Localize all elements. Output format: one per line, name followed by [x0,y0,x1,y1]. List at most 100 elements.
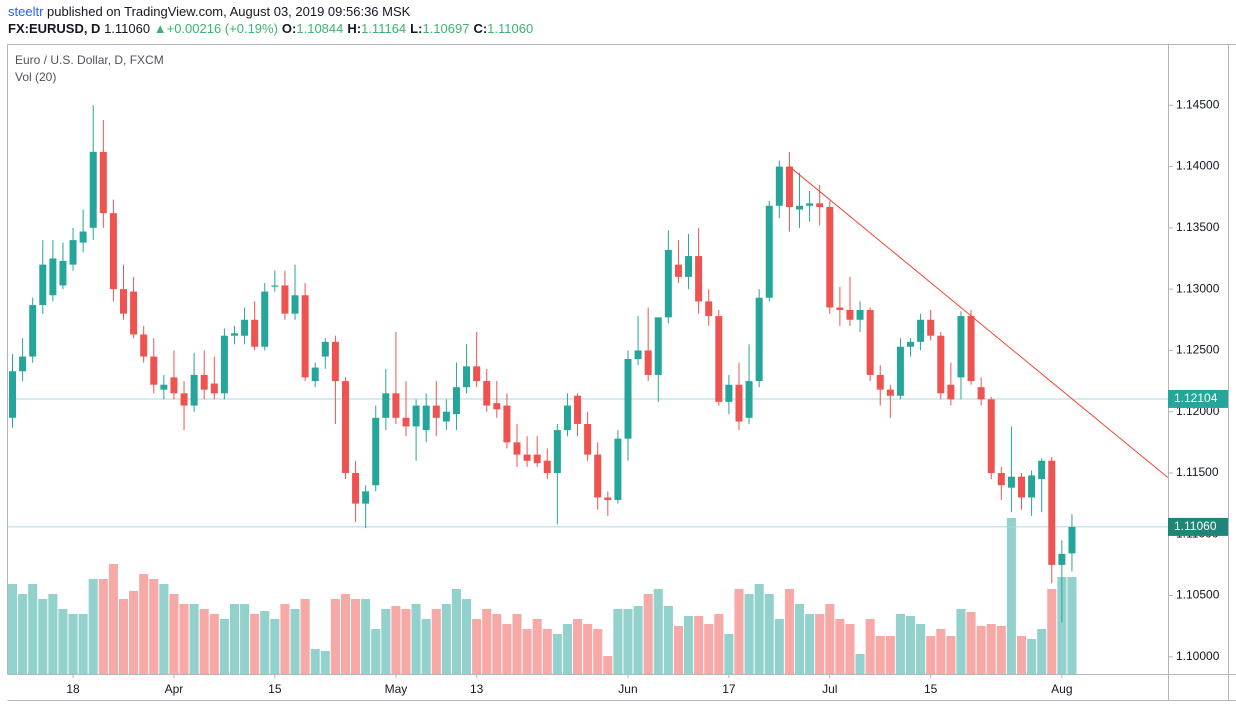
volume-bar [129,591,139,674]
volume-bar [300,599,310,674]
candle-body [170,377,178,394]
candle-body [412,405,420,427]
candle-body [362,491,370,504]
volume-bar [1047,589,1057,674]
volume-bar [583,624,593,674]
price-box-label: 1.11060 [1174,519,1217,533]
candle-body [241,319,249,336]
volume-bar [462,599,472,674]
volume-bar [825,604,835,674]
y-tick-label: 1.10000 [1176,649,1220,663]
volume-bar [502,624,512,674]
candle-body [785,166,793,208]
chart-title: Euro / U.S. Dollar, D, FXCM [15,53,164,67]
candle-body [927,319,935,336]
volume-bar [562,624,572,674]
volume-bar [926,636,936,674]
volume-bar [139,574,149,674]
volume-bar [764,594,774,674]
candle-body [937,335,945,394]
volume-bar [179,604,189,674]
candle-body [180,393,188,406]
candle-body [685,256,693,277]
volume-bar [58,609,68,674]
price-box [1168,389,1228,408]
publisher[interactable]: steeltr [8,4,44,19]
volume-bar [340,594,351,674]
candle-body [463,366,471,388]
candle-body [1028,475,1036,498]
volume-bar [794,604,805,674]
candle-body [341,381,349,473]
quote-value: 1.11164 [361,21,407,36]
volume-bar [391,606,401,674]
volume-bar [371,629,381,674]
candle-body [230,333,238,336]
x-tick-label: 17 [722,682,736,696]
candle-body [321,341,329,357]
candle-body [69,240,77,265]
volume-bar [441,604,451,674]
volume-bar [1057,577,1067,674]
candle-body [553,430,561,473]
volume-bar [774,619,784,674]
volume-bar [694,616,704,674]
candle-body [866,309,874,375]
volume-bar [986,624,996,674]
y-tick-label: 1.11500 [1176,465,1219,479]
candle-body [796,205,804,210]
symbol: FX:EURUSD, D [8,21,101,36]
volume-bar [603,656,613,674]
candle-body [624,359,632,439]
candle-body [654,317,662,375]
candle-body [846,309,854,320]
volume-bar [108,564,118,674]
candle-body [977,387,985,400]
candle-body [1018,476,1025,498]
quote-label: L: [410,21,423,36]
candle-body [907,341,915,347]
volume-bar [381,609,391,674]
volume-bar [572,619,583,674]
volume-bar [653,589,663,674]
change-arrow: ▲ [153,21,167,36]
volume-bar [805,614,815,674]
x-tick-label: Jun [618,682,637,696]
quote-value: 1.10844 [296,21,344,36]
volume-bar [996,626,1006,674]
volume-bar [714,614,724,674]
volume-bar [1027,639,1037,674]
candle-body [190,374,198,406]
candle-body [836,307,844,310]
candle-body [9,371,16,418]
volume-bar [431,609,441,674]
quote-label: H: [347,21,362,36]
volume-bar [673,626,683,674]
volume-bar [704,624,714,674]
x-tick-label: Apr [165,682,184,696]
volume-bar [865,619,875,674]
candle-body [130,291,138,335]
quote-value: 1.11060 [487,21,534,36]
candle-body [876,374,884,390]
volume-bar [875,636,885,674]
volume-bar [199,609,209,674]
volume-bar [270,619,280,674]
candle-body [917,319,925,342]
candle-body [49,258,57,296]
candle-body [957,316,965,378]
volume-bar [754,584,764,674]
volume-bar [845,624,855,674]
candle-body [503,405,511,443]
candle-body [29,305,37,357]
volume-bar [663,606,673,674]
volume-bar [552,634,562,674]
candle-body [987,399,995,473]
candle-body [664,249,672,318]
volume-bar [1016,636,1027,674]
candle-body [331,341,339,382]
volume-bar [451,589,462,674]
candle-body [745,381,753,418]
candle-body [563,405,571,431]
